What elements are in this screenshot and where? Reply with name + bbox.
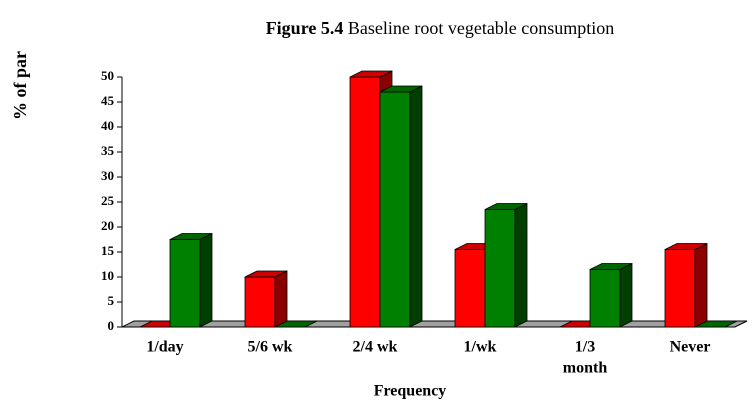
bar-front <box>484 209 516 328</box>
y-tick-label: 35 <box>101 143 115 158</box>
bar-front <box>349 76 381 328</box>
bar-top <box>664 243 708 250</box>
y-axis-label: % of par <box>10 51 30 120</box>
y-tick-label: 15 <box>101 243 115 258</box>
bar <box>664 242 708 328</box>
bar-top <box>589 263 633 270</box>
bar-side <box>409 85 423 328</box>
bar-front <box>589 269 621 328</box>
figure-label: Figure 5.4 <box>266 18 344 38</box>
y-tick-label: 25 <box>101 193 115 208</box>
x-tick-label: 2/4 wk <box>353 339 398 356</box>
x-tick-label: 1/3 <box>575 339 595 356</box>
bar-front <box>169 239 201 328</box>
bar-top <box>349 70 393 78</box>
bar-side <box>199 232 213 328</box>
bar <box>484 202 528 328</box>
bar-top <box>694 320 738 328</box>
y-tick-label: 10 <box>101 268 114 283</box>
bar <box>244 270 288 328</box>
bar-front <box>454 249 486 328</box>
y-tick-label: 5 <box>108 293 115 308</box>
bar-front <box>379 91 411 328</box>
y-tick-label: 20 <box>101 218 114 233</box>
bar-side <box>619 262 633 328</box>
bar <box>274 320 318 328</box>
bar <box>169 232 213 328</box>
bar <box>379 85 423 328</box>
x-tick-label: 1/wk <box>464 339 497 356</box>
x-tick-label: Never <box>670 339 711 356</box>
bar-side <box>514 202 528 328</box>
bar <box>694 320 738 328</box>
bar-top <box>169 233 213 240</box>
x-tick-label: 5/6 wk <box>248 339 293 356</box>
y-tick-label: 0 <box>108 318 115 333</box>
bar-top <box>274 320 318 328</box>
y-tick-label: 40 <box>101 118 114 133</box>
bar-side <box>274 270 288 328</box>
x-tick-label: month <box>563 360 608 377</box>
floor <box>121 320 748 328</box>
bar-front <box>664 249 696 328</box>
y-tick-label: 30 <box>101 168 114 183</box>
chart-title: Figure 5.4 Baseline root vegetable consu… <box>266 18 615 38</box>
x-axis-label: Frequency <box>374 383 447 400</box>
bar-top <box>484 203 528 210</box>
bar-side <box>694 242 708 328</box>
x-tick-label: 1/day <box>146 339 183 356</box>
bar-front <box>244 276 276 328</box>
bar-top <box>379 85 423 93</box>
y-tick-label: 50 <box>101 68 114 83</box>
title-text: Baseline root vegetable consumption <box>348 18 614 38</box>
bar <box>589 262 633 328</box>
bar-top <box>244 270 288 278</box>
y-tick-label: 45 <box>101 93 115 108</box>
